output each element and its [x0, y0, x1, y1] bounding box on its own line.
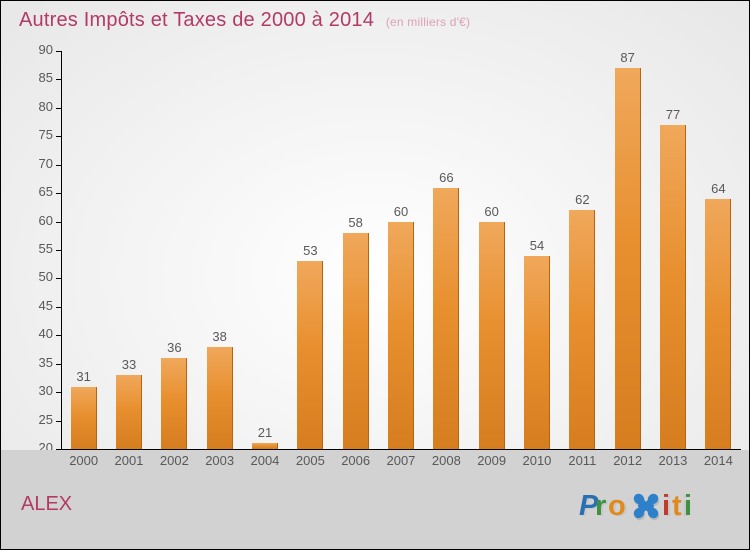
svg-text:r: r [595, 490, 606, 522]
svg-text:i: i [662, 490, 670, 522]
svg-text:t: t [672, 490, 682, 522]
svg-text:i: i [684, 490, 692, 522]
svg-text:o: o [608, 490, 626, 522]
